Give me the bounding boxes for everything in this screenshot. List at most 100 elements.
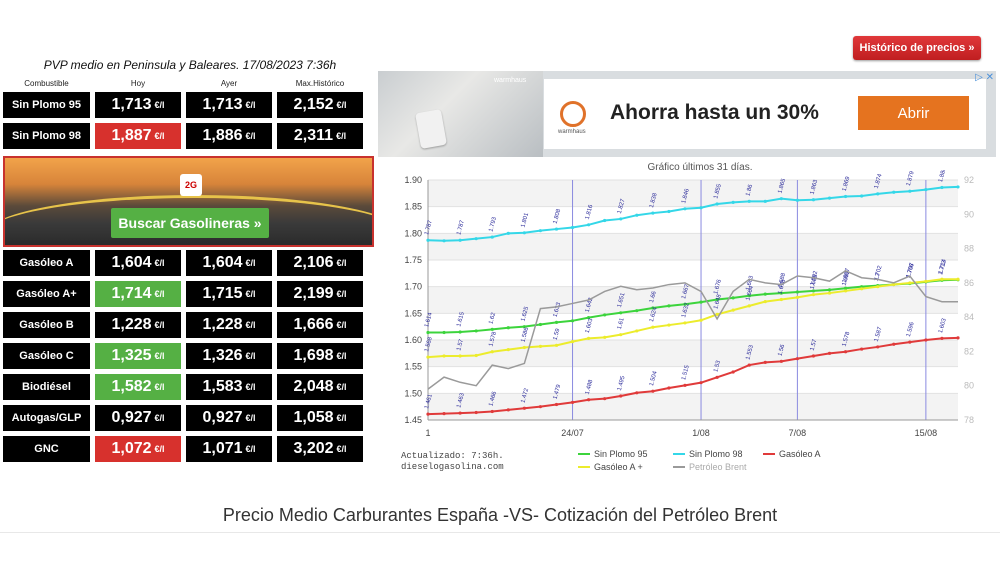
historico-precios-button[interactable]: Histórico de precios » xyxy=(853,36,981,60)
road-graphic xyxy=(5,195,372,245)
buscar-gasolineras-banner[interactable]: 2G Buscar Gasolineras » xyxy=(3,156,374,247)
fuel-name[interactable]: Autogas/GLP xyxy=(3,405,90,431)
price-value: 1,604 xyxy=(111,254,152,271)
data-point xyxy=(827,291,832,295)
data-point xyxy=(827,288,832,292)
y2-tick-label: 78 xyxy=(964,415,974,425)
data-point xyxy=(827,351,832,355)
y2-tick-label: 88 xyxy=(964,244,974,254)
data-point xyxy=(538,405,543,409)
data-label: 1.7 xyxy=(874,272,882,282)
data-point xyxy=(442,330,446,335)
legend-label: Gasóleo A + xyxy=(594,462,643,472)
data-point xyxy=(426,355,430,359)
price-unit: €/l xyxy=(336,289,347,299)
data-point xyxy=(956,336,960,340)
data-point xyxy=(426,412,430,416)
data-point xyxy=(474,410,478,415)
data-label: 1.488 xyxy=(585,379,595,396)
data-point xyxy=(827,196,832,200)
advertisement[interactable]: warmhaus warmhaus Ahorra hasta un 30% Ab… xyxy=(378,71,996,157)
y2-tick-label: 80 xyxy=(964,381,974,391)
data-label: 1.651 xyxy=(617,292,627,309)
data-point xyxy=(731,308,735,312)
series-line xyxy=(427,336,959,416)
data-point xyxy=(860,194,864,198)
data-point xyxy=(860,347,864,351)
y-tick-label: 1.60 xyxy=(404,335,422,345)
price-value: 2,311 xyxy=(293,127,334,144)
price-table: Combustible Hoy Ayer Max.Histórico Sin P… xyxy=(3,76,374,467)
data-point xyxy=(522,325,526,329)
data-point xyxy=(747,363,751,367)
ad-choices-icon[interactable]: ▷ xyxy=(975,72,983,83)
data-point xyxy=(683,383,687,387)
data-point xyxy=(924,338,928,342)
y2-tick-label: 86 xyxy=(964,278,974,288)
data-label: 1.466 xyxy=(488,390,498,407)
data-point xyxy=(442,412,446,416)
data-label: 1.66 xyxy=(649,290,658,303)
data-point xyxy=(699,381,703,385)
data-point xyxy=(908,281,912,285)
site-logo: 2G xyxy=(180,174,202,196)
price-value: 1,326 xyxy=(202,347,243,364)
grid-band xyxy=(428,286,958,314)
data-point xyxy=(699,206,703,210)
data-label: 1.676 xyxy=(777,278,787,295)
fuel-name[interactable]: Gasóleo C xyxy=(3,343,90,369)
data-point xyxy=(603,313,607,317)
fuel-name[interactable]: GNC xyxy=(3,436,90,462)
data-label: 1.461 xyxy=(424,393,434,410)
data-point xyxy=(876,345,880,349)
price-unit: €/l xyxy=(245,320,256,330)
price-rows-top: Sin Plomo 95 1,713 €/l 1,713 €/l 2,152 €/l Sin … xyxy=(3,92,374,149)
data-label: 1.57 xyxy=(456,338,465,351)
fuel-name[interactable]: Biodiésel xyxy=(3,374,90,400)
fuel-name[interactable]: Gasóleo B xyxy=(3,312,90,338)
x-tick-label: 7/08 xyxy=(789,428,807,438)
data-label: 1.648 xyxy=(713,293,723,310)
data-label: 1.568 xyxy=(424,336,434,353)
price-value: 1,713 xyxy=(111,96,152,113)
data-label: 1.846 xyxy=(681,188,691,205)
ad-card[interactable]: warmhaus Ahorra hasta un 30% Abrir xyxy=(544,79,986,149)
ad-open-button[interactable]: Abrir xyxy=(858,96,969,130)
data-point xyxy=(522,406,526,410)
data-point xyxy=(426,330,430,335)
data-label: 1.712 xyxy=(938,259,948,276)
ad-headline: Ahorra hasta un 30% xyxy=(610,101,819,124)
price-rows-bottom: Gasóleo A 1,604 €/l 1,604 €/l 2,106 €/l Gasóleo… xyxy=(3,250,374,462)
y2-tick-label: 92 xyxy=(964,175,974,185)
data-point xyxy=(587,398,591,402)
fuel-name[interactable]: Sin Plomo 98 xyxy=(3,123,90,149)
price-row: Autogas/GLP 0,927 €/l 0,927 €/l 1,058 €/l xyxy=(3,405,374,431)
data-label: 1.56 xyxy=(777,343,786,356)
data-point xyxy=(635,391,639,395)
data-point xyxy=(554,320,559,324)
grid-band xyxy=(428,340,958,367)
y2-tick-label: 82 xyxy=(964,346,974,356)
ad-close-icon[interactable]: ▷ ✕ xyxy=(975,72,994,83)
data-point xyxy=(490,409,494,414)
data-label: 1.827 xyxy=(617,198,627,215)
price-yesterday: 1,583 €/l xyxy=(186,374,272,400)
price-row: Sin Plomo 98 1,887 €/l 1,886 €/l 2,311 €/l xyxy=(3,123,374,149)
data-point xyxy=(747,304,751,308)
price-value: 1,583 xyxy=(202,378,243,395)
fuel-name[interactable]: Gasóleo A+ xyxy=(3,281,90,307)
data-point xyxy=(779,197,783,201)
price-yesterday: 1,326 €/l xyxy=(186,343,272,369)
data-label: 1.587 xyxy=(874,326,884,343)
data-point xyxy=(458,354,462,358)
buscar-gasolineras-button[interactable]: Buscar Gasolineras » xyxy=(111,208,269,238)
price-value: 1,582 xyxy=(111,378,152,395)
close-icon[interactable]: ✕ xyxy=(985,72,994,83)
data-label: 1.614 xyxy=(424,311,434,328)
price-yesterday: 1,886 €/l xyxy=(186,123,272,149)
fuel-name[interactable]: Gasóleo A xyxy=(3,250,90,276)
data-point xyxy=(651,325,655,329)
data-point xyxy=(876,192,880,196)
legend-label: Petróleo Brent xyxy=(689,462,747,472)
fuel-name[interactable]: Sin Plomo 95 xyxy=(3,92,90,118)
